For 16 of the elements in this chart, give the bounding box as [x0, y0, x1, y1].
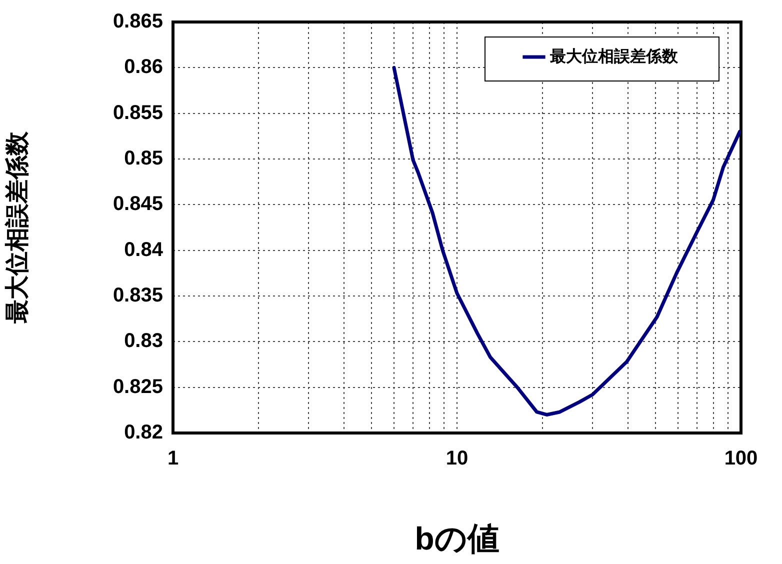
- y-tick-label: 0.855: [112, 102, 163, 124]
- y-tick-label: 0.85: [124, 148, 163, 170]
- x-axis-title: bの値: [414, 520, 500, 557]
- y-tick-label: 0.84: [124, 238, 164, 261]
- x-tick-label: 100: [724, 448, 758, 470]
- y-tick-label: 0.845: [112, 193, 163, 216]
- y-tick-label: 0.83: [124, 330, 163, 352]
- x-tick-label: 10: [446, 448, 468, 470]
- y-tick-label: 0.825: [112, 376, 163, 398]
- y-tick-label: 0.86: [124, 56, 163, 78]
- y-tick-label: 0.865: [112, 10, 163, 33]
- y-tick-label: 0.82: [124, 422, 163, 444]
- legend-label: 最大位相誤差係数: [549, 47, 679, 66]
- y-tick-label: 0.835: [112, 284, 163, 307]
- y-axis-title: 最大位相誤差係数: [4, 130, 32, 324]
- x-tick-label: 1: [167, 448, 179, 470]
